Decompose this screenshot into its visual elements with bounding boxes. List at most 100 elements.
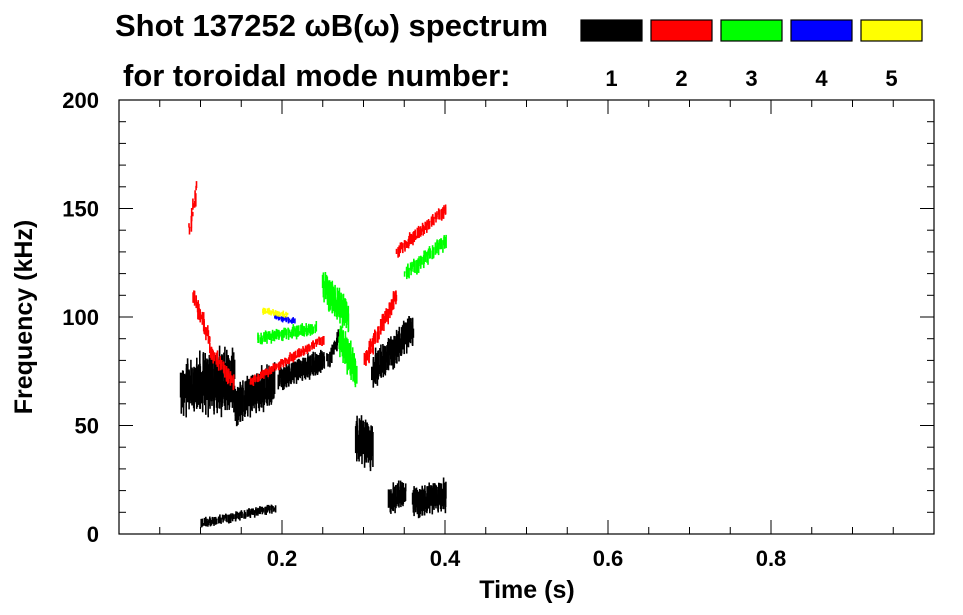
spectrum-mark xyxy=(339,298,341,324)
spectrum-mark xyxy=(307,328,309,336)
spectrum-mark xyxy=(219,360,222,371)
spectrum-mark xyxy=(214,355,216,397)
spectrum-mark xyxy=(356,365,358,384)
spectrum-mark xyxy=(285,313,288,318)
spectrum-mark xyxy=(272,310,275,316)
spectrum-mark xyxy=(282,369,284,390)
spectrum-mark xyxy=(255,508,257,513)
spectrum-mark xyxy=(186,358,189,401)
series-mode-3 xyxy=(257,234,447,388)
spectrum-mark xyxy=(275,314,278,320)
spectrum-mark xyxy=(431,487,434,499)
spectrum-mark xyxy=(336,332,338,346)
spectrum-mark xyxy=(273,312,276,316)
spectrum-mark xyxy=(318,336,320,342)
spectrum-mark xyxy=(275,312,278,316)
spectrum-mark xyxy=(200,372,202,401)
spectrum-mark xyxy=(261,370,264,379)
spectrum-mark xyxy=(309,345,311,349)
spectrum-mark xyxy=(297,327,299,337)
mode-1-segment xyxy=(179,358,199,418)
spectrum-mark xyxy=(283,316,285,321)
spectrum-mark xyxy=(269,311,271,315)
spectrum-mark xyxy=(444,206,447,215)
spectrum-mark xyxy=(289,352,291,362)
spectrum-mark xyxy=(333,344,335,355)
spectrum-mark xyxy=(407,268,409,275)
legend-swatch-3 xyxy=(720,19,783,42)
spectrum-mark xyxy=(264,369,266,373)
spectrum-mark xyxy=(222,362,225,371)
spectrum-mark xyxy=(429,490,431,514)
spectrum-mark xyxy=(321,337,323,346)
spectrum-mark xyxy=(314,326,316,334)
spectrum-mark xyxy=(201,518,204,527)
spectrum-mark xyxy=(395,294,398,301)
spectrum-mark xyxy=(330,347,332,362)
spectrum-mark xyxy=(213,354,215,360)
spectrum-mark xyxy=(231,515,234,522)
legend-label-3: 3 xyxy=(745,66,757,91)
legend-label-1: 1 xyxy=(605,66,617,91)
spectrum-mark xyxy=(405,328,408,354)
spectrum-mark xyxy=(423,227,426,234)
spectrum-mark xyxy=(263,371,265,379)
spectrum-mark xyxy=(280,369,283,388)
spectrum-mark xyxy=(308,326,311,334)
spectrum-mark xyxy=(428,220,431,226)
spectrum-mark xyxy=(280,359,282,367)
spectrum-mark xyxy=(403,271,406,277)
spectrum-mark xyxy=(216,361,218,414)
spectrum-mark xyxy=(197,367,200,388)
spectrum-mark xyxy=(346,308,348,322)
spectrum-mark xyxy=(416,259,418,275)
spectrum-mark xyxy=(347,343,349,370)
spectrum-mark xyxy=(425,223,427,230)
spectrum-mark xyxy=(292,317,294,324)
spectrum-mark xyxy=(253,376,255,381)
spectrum-mark xyxy=(441,488,443,497)
spectrum-mark xyxy=(272,506,274,509)
spectrum-mark xyxy=(430,216,433,222)
spectrum-mark xyxy=(347,313,350,331)
spectrum-mark xyxy=(398,245,400,257)
spectrum-mark xyxy=(265,506,267,515)
spectrum-mark xyxy=(308,343,310,352)
plot-frame xyxy=(118,99,935,535)
spectrum-mark xyxy=(207,330,210,344)
spectrum-mark xyxy=(414,490,417,500)
spectrum-mark xyxy=(222,516,224,523)
spectrum-mark xyxy=(374,347,377,378)
spectrum-mark xyxy=(404,325,407,345)
spectrum-mark xyxy=(287,328,290,340)
spectrum-mark xyxy=(282,329,284,342)
spectrum-mark xyxy=(290,319,292,322)
spectrum-mark xyxy=(416,227,419,238)
spectrum-mark xyxy=(219,364,222,381)
spectrum-mark xyxy=(392,291,395,306)
spectrum-mark xyxy=(273,507,275,511)
spectrum-mark xyxy=(249,386,252,418)
spectrum-mark xyxy=(419,226,422,237)
spectrum-mark xyxy=(304,359,307,380)
spectrum-mark xyxy=(443,236,445,243)
spectrum-mark xyxy=(319,358,322,373)
spectrum-mark xyxy=(334,341,336,350)
spectrum-mark xyxy=(246,509,249,515)
chart-title-line2: for toroidal mode number: xyxy=(123,58,511,93)
spectrum-mark xyxy=(250,509,253,513)
spectrum-mark xyxy=(441,208,443,221)
spectrum-mark xyxy=(205,369,207,415)
mode-2-segment xyxy=(395,204,447,258)
spectrum-mark xyxy=(239,384,242,412)
spectrum-mark xyxy=(350,353,352,380)
spectrum-mark xyxy=(363,432,366,468)
spectrum-mark xyxy=(321,352,324,360)
spectrum-mark xyxy=(413,232,416,242)
spectrum-mark xyxy=(365,354,367,366)
spectrum-mark xyxy=(209,518,212,527)
legend-swatch-4 xyxy=(790,19,853,42)
spectrum-mark xyxy=(251,378,254,384)
spectrum-mark xyxy=(233,385,236,406)
spectrum-mark xyxy=(387,309,389,325)
